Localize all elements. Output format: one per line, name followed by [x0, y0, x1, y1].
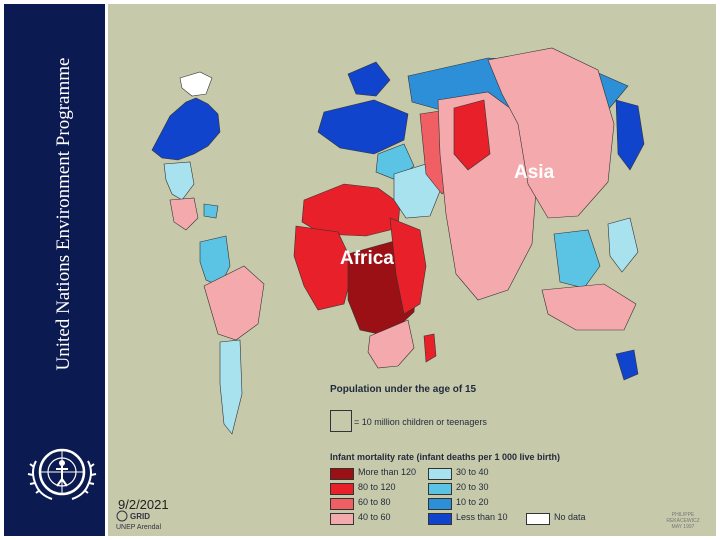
legend-population-label: = 10 million children or teenagers [354, 417, 487, 427]
svg-text:GRID: GRID [130, 512, 150, 521]
sidebar-title-text: United Nations Environment Programme [53, 57, 74, 371]
slide-date: 9/2/2021 [118, 497, 169, 512]
region-scandinavia [347, 61, 391, 97]
legend-population-box [330, 410, 352, 432]
legend-swatch [330, 498, 354, 510]
sidebar: United Nations Environment Programme [4, 4, 105, 536]
region-south-cone [219, 339, 243, 435]
region-brazil [203, 265, 265, 341]
cartogram-map [151, 47, 645, 435]
legend-swatch [428, 513, 452, 525]
legend-swatch-label: No data [554, 512, 586, 522]
region-india-north [453, 99, 491, 171]
region-europe [317, 99, 409, 155]
legend-rate-title: Infant mortality rate (infant deaths per… [330, 452, 561, 462]
legend-swatch [330, 483, 354, 495]
legend-swatch-label: 10 to 20 [456, 497, 489, 507]
map-panel: Asia Africa Population under the age of … [108, 4, 716, 536]
legend-swatch-label: 40 to 60 [358, 512, 391, 522]
region-north-america-usa [151, 97, 221, 161]
legend-swatch [428, 498, 452, 510]
legend-swatch-label: 30 to 40 [456, 467, 489, 477]
region-china [487, 47, 615, 219]
unep-emblem-icon [27, 448, 97, 500]
region-greenland [179, 71, 213, 97]
credit-line-2: MAY 1997 [671, 524, 695, 530]
legend-swatch-label: More than 120 [358, 467, 417, 477]
region-australia [615, 349, 639, 381]
legend-swatch-label: Less than 10 [456, 512, 508, 522]
legend-swatch-label: 80 to 120 [358, 482, 396, 492]
legend-swatch [330, 468, 354, 480]
legend-swatch [428, 483, 452, 495]
region-southern-africa [367, 319, 415, 369]
credit-line-1: PHILIPPE REKACEWICZ [666, 512, 700, 524]
svg-text:UNEP Arendal: UNEP Arendal [116, 524, 161, 531]
region-east-africa [389, 217, 427, 315]
region-north-africa [301, 183, 401, 237]
legend-swatch-label: 60 to 80 [358, 497, 391, 507]
region-philippines [607, 217, 639, 273]
map-label-africa: Africa [340, 248, 394, 269]
legend-swatch [330, 513, 354, 525]
region-madagascar [423, 333, 437, 363]
grid-arendal-logo: GRID UNEP Arendal [116, 510, 161, 531]
legend-population-title: Population under the age of 15 [330, 384, 477, 395]
map-label-asia: Asia [514, 162, 555, 183]
region-mexico [169, 197, 199, 231]
sidebar-title: United Nations Environment Programme [50, 14, 78, 414]
region-southeast-asia [553, 229, 601, 289]
region-caribbean [203, 203, 219, 219]
map-credit: PHILIPPE REKACEWICZ MAY 1997 [660, 512, 706, 530]
legend-swatch-label: 20 to 30 [456, 482, 489, 492]
region-indonesia [541, 283, 637, 331]
legend-swatch [526, 513, 550, 525]
region-central-america [163, 161, 195, 201]
region-japan [615, 99, 645, 171]
legend-swatch [428, 468, 452, 480]
region-west-africa [293, 225, 355, 311]
